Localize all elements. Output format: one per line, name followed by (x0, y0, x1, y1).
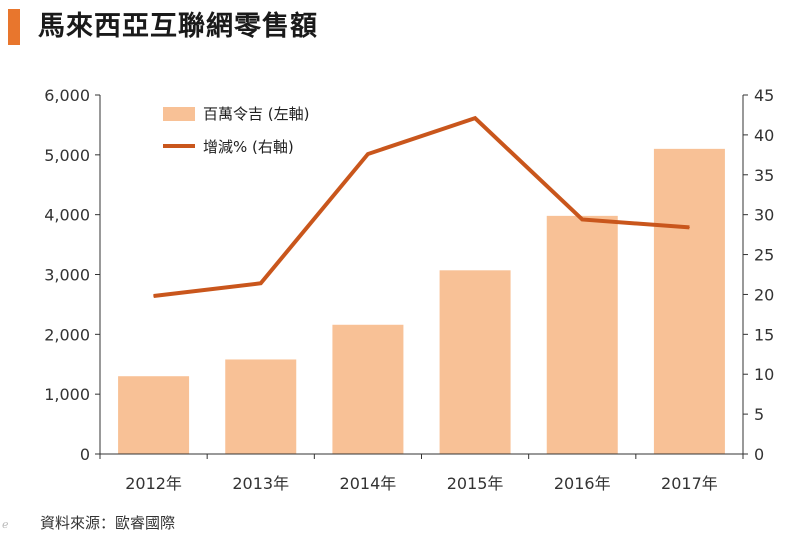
bar (118, 376, 190, 454)
y-tick-label-left: 1,000 (44, 385, 90, 404)
y-tick-label-left: 3,000 (44, 266, 90, 285)
line-series (153, 115, 690, 299)
page-title: 馬來西亞互聯網零售額 (38, 11, 318, 42)
line-point (260, 282, 262, 284)
y-tick-label-right: 5 (754, 405, 764, 424)
legend-label-line: 增減% (右軸) (203, 138, 294, 156)
y-tick-label-right: 10 (754, 365, 774, 384)
y-tick-label-right: 15 (754, 325, 774, 344)
x-tick-label: 2014年 (340, 474, 397, 493)
bar (546, 215, 618, 454)
y-tick-label-left: 6,000 (44, 86, 90, 105)
y-tick-label-left: 0 (80, 445, 90, 464)
y-tick-label-left: 2,000 (44, 325, 90, 344)
line-point (688, 226, 690, 228)
legend-swatch-bar (163, 107, 195, 121)
y-tick-label-right: 35 (754, 166, 774, 185)
line-point (367, 153, 369, 155)
x-tick-label: 2013年 (232, 474, 289, 493)
bar (332, 324, 404, 454)
source-note: 資料來源：歐睿國際 (40, 514, 176, 532)
bar (653, 148, 725, 454)
x-tick-label: 2016年 (554, 474, 611, 493)
bar (225, 359, 297, 454)
y-tick-label-right: 45 (754, 86, 774, 105)
title-accent-bar (8, 9, 20, 45)
line-point (153, 295, 155, 297)
y-tick-label-left: 5,000 (44, 146, 90, 165)
line-point (581, 218, 583, 220)
bar (439, 270, 511, 454)
y-tick-label-right: 40 (754, 126, 774, 145)
line-point (474, 117, 476, 119)
legend-label-bar: 百萬令吉 (左軸) (203, 105, 309, 123)
y-tick-label-right: 30 (754, 206, 774, 225)
watermark: ℯ (2, 518, 9, 531)
y-tick-label-left: 4,000 (44, 206, 90, 225)
y-tick-label-right: 25 (754, 246, 774, 265)
y-tick-label-right: 0 (754, 445, 764, 464)
x-tick-label: 2017年 (661, 474, 718, 493)
x-tick-label: 2012年 (125, 474, 182, 493)
y-tick-label-right: 20 (754, 285, 774, 304)
x-tick-label: 2015年 (447, 474, 504, 493)
